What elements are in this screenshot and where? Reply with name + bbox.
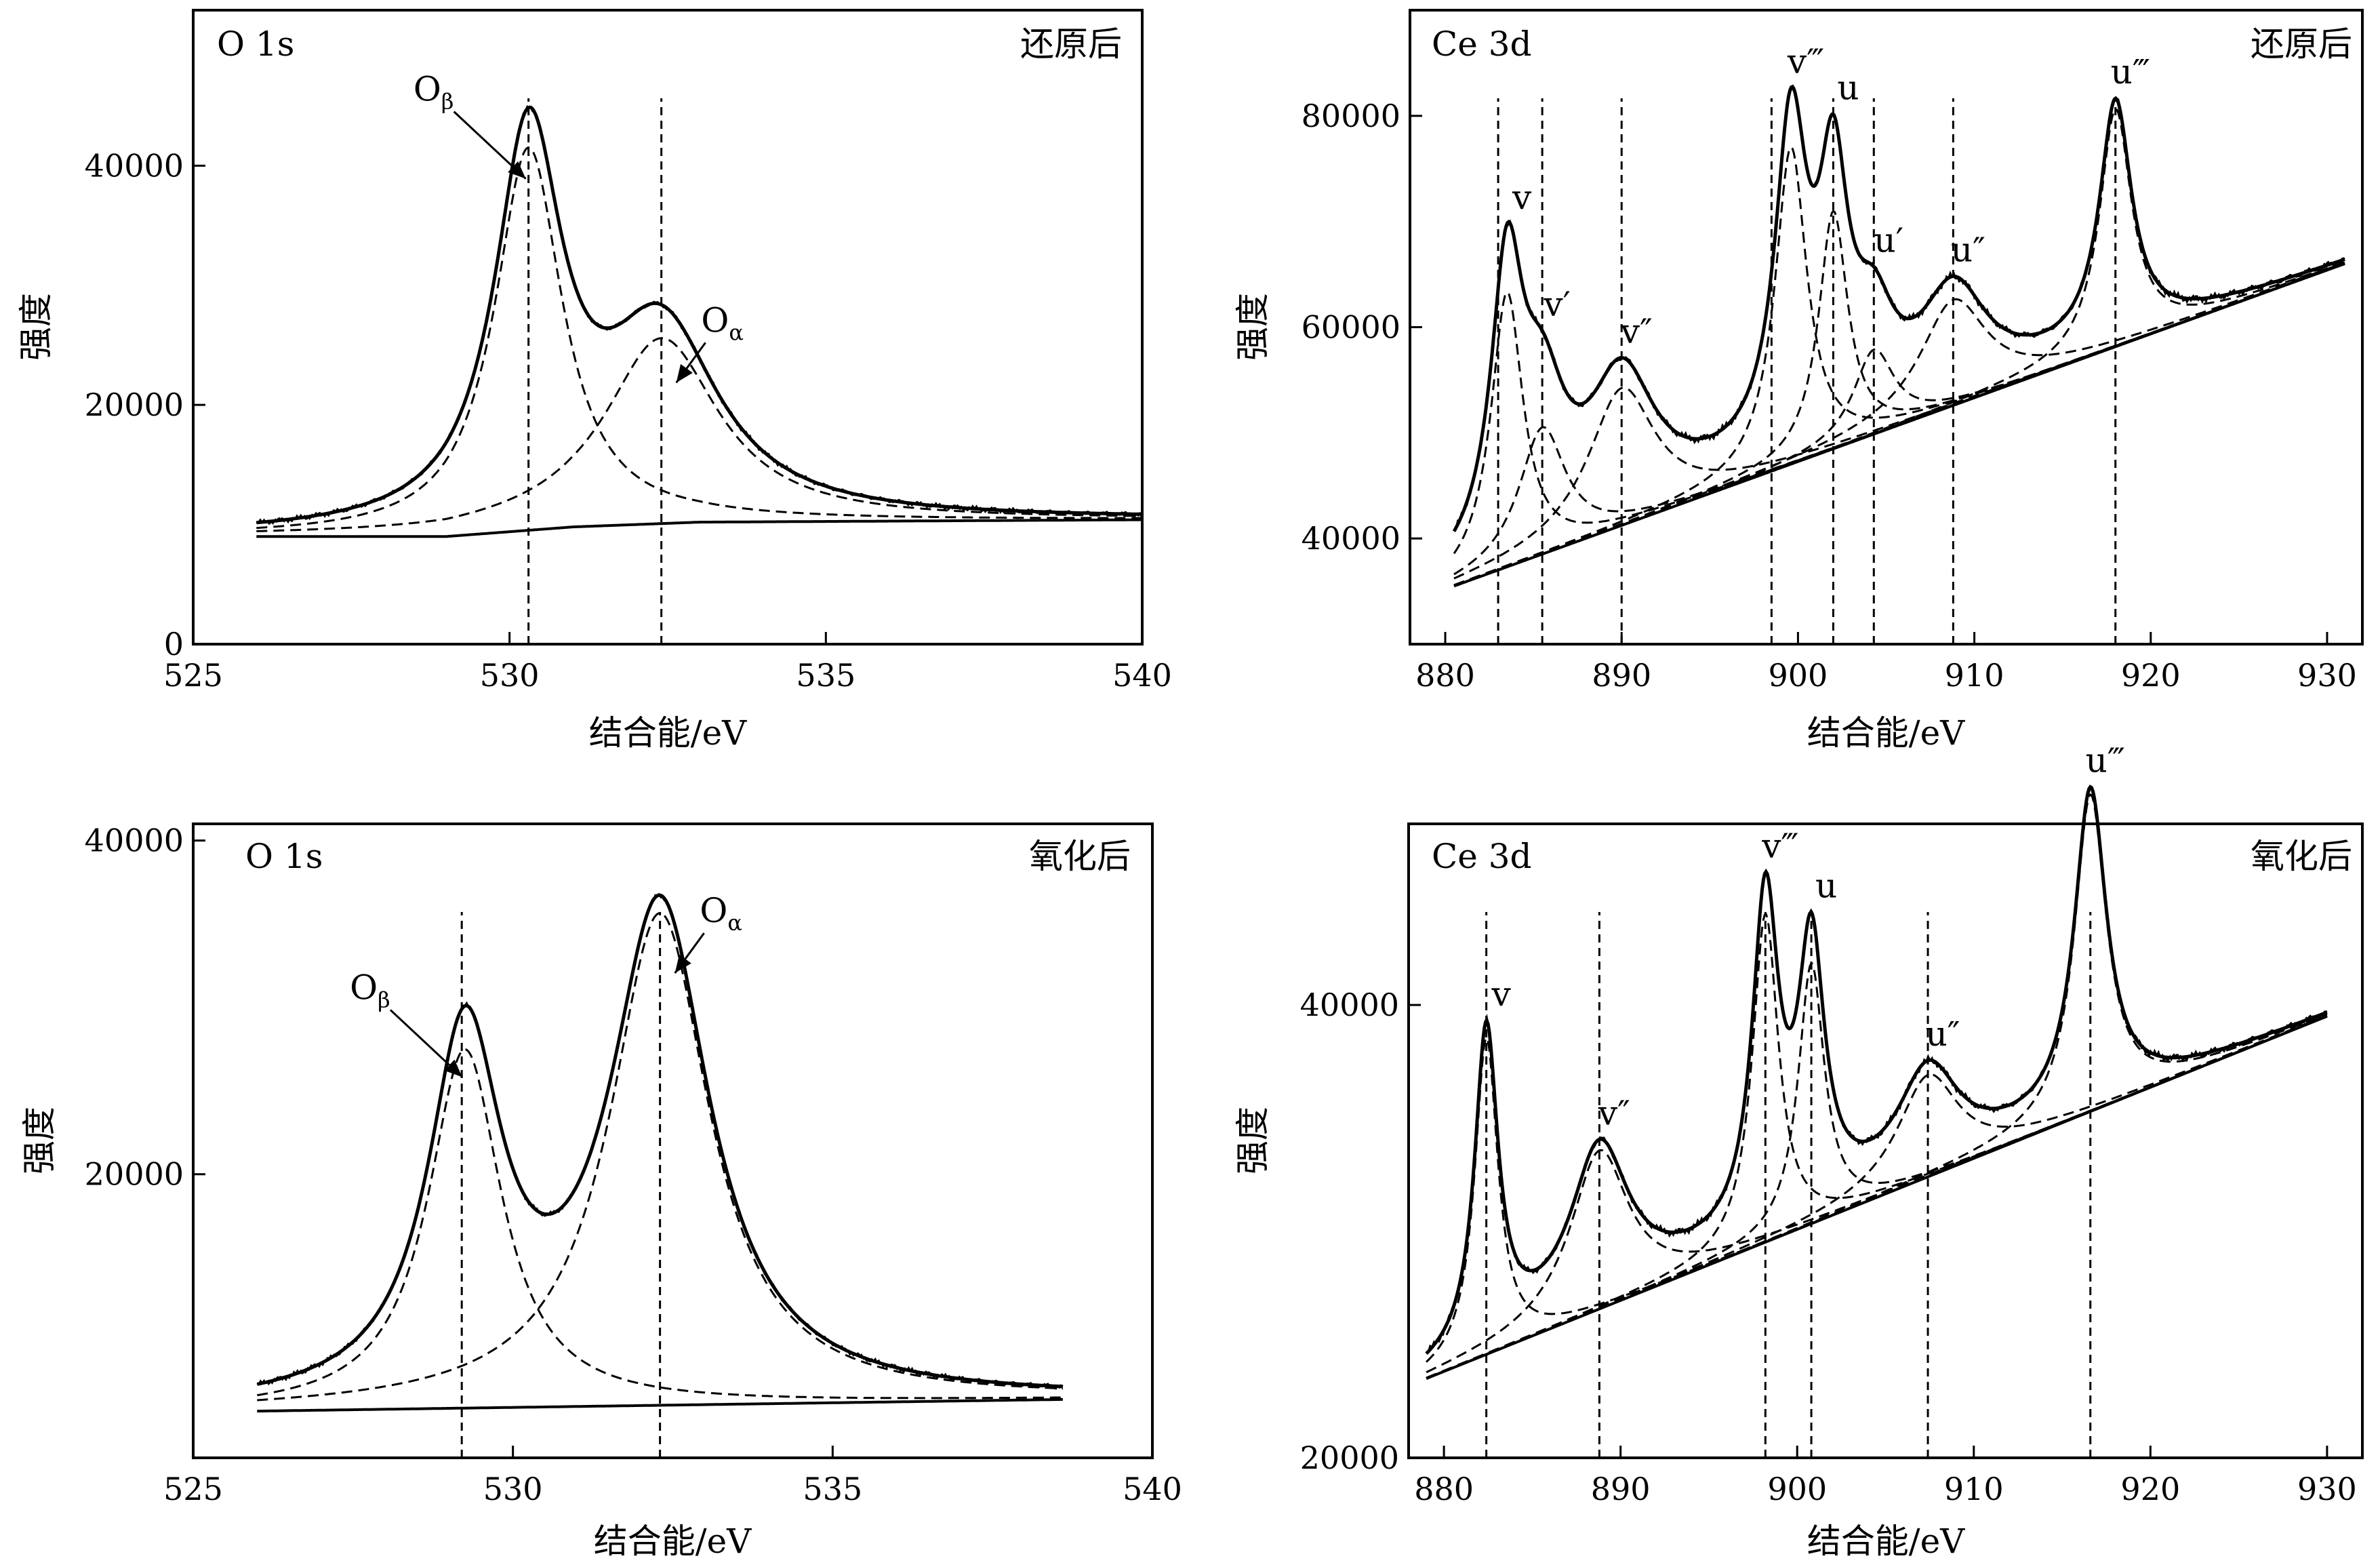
peak-label: u bbox=[1815, 867, 1837, 906]
y-tick-label: 40000 bbox=[85, 147, 184, 184]
component-peak bbox=[1453, 107, 2345, 587]
plot-frame bbox=[1409, 9, 2364, 646]
x-tick-label: 910 bbox=[1945, 657, 2004, 694]
peak-label: v″ bbox=[1598, 1093, 1630, 1132]
spectrum-title: O 1s bbox=[217, 24, 294, 64]
x-tick-label: 930 bbox=[2297, 1471, 2357, 1507]
peak-label: u′ bbox=[1874, 220, 1904, 260]
plot-frame bbox=[192, 822, 1154, 1459]
measured-spectrum-line bbox=[256, 892, 1064, 1390]
spectrum-title: O 1s bbox=[245, 837, 323, 876]
arrow-head bbox=[444, 1059, 462, 1077]
component-peak bbox=[1426, 1014, 2328, 1374]
x-tick-label: 890 bbox=[1592, 657, 1651, 694]
condition-label: 还原后 bbox=[1020, 24, 1122, 64]
measured-spectrum-line bbox=[1453, 85, 2345, 531]
peak-label: u‴ bbox=[2086, 740, 2125, 780]
x-tick-label: 535 bbox=[803, 1471, 862, 1507]
peak-label: v″ bbox=[1620, 312, 1653, 351]
x-tick-label: 535 bbox=[796, 657, 855, 694]
baseline-line bbox=[257, 1397, 1063, 1413]
x-tick-label: 540 bbox=[1123, 1471, 1182, 1507]
y-tick-label: 0 bbox=[164, 626, 184, 662]
y-tick-label: 20000 bbox=[85, 386, 184, 423]
y-axis-title: 强度 bbox=[16, 293, 56, 361]
peak-label: Oα bbox=[701, 300, 744, 345]
peak-label: u″ bbox=[1926, 1014, 1960, 1054]
y-tick-label: 80000 bbox=[1302, 98, 1400, 134]
component-peak bbox=[1453, 262, 2345, 576]
x-axis-title: 结合能/eV bbox=[594, 1522, 752, 1561]
plot-frame bbox=[1407, 822, 2364, 1459]
component-peak bbox=[256, 337, 1142, 532]
arrow-head bbox=[676, 363, 693, 383]
component-peak bbox=[1453, 262, 2345, 580]
y-axis-title: 强度 bbox=[1233, 1107, 1272, 1174]
peak-label: v‴ bbox=[1787, 41, 1824, 81]
component-peak bbox=[257, 912, 1063, 1402]
x-axis-title: 结合能/eV bbox=[1807, 713, 1965, 753]
x-tick-label: 525 bbox=[163, 657, 223, 694]
x-tick-label: 890 bbox=[1591, 1471, 1651, 1507]
plot-area-ce3d-oxidized bbox=[1409, 785, 2328, 1459]
plot-frame bbox=[192, 9, 1144, 646]
condition-label: 还原后 bbox=[2251, 24, 2352, 64]
x-tick-label: 930 bbox=[2297, 657, 2357, 694]
y-axis-title: 强度 bbox=[20, 1107, 59, 1174]
peak-label: u bbox=[1837, 68, 1859, 107]
peak-label: Oβ bbox=[350, 968, 390, 1012]
peak-label: v bbox=[1491, 974, 1512, 1014]
peak-label: v′ bbox=[1543, 284, 1571, 323]
spectrum-title: Ce 3d bbox=[1432, 24, 1532, 64]
condition-label: 氧化后 bbox=[1029, 837, 1131, 876]
x-axis-title: 结合能/eV bbox=[1807, 1522, 1965, 1561]
x-tick-label: 920 bbox=[2121, 657, 2181, 694]
condition-label: 氧化后 bbox=[2251, 837, 2352, 876]
peak-label: v‴ bbox=[1761, 826, 1798, 865]
panel-ce3d-reduced: Ce 3d 还原后 结合能/eV 强度 880 890 900 910 920 930 40… bbox=[1233, 9, 2364, 753]
measured-spectrum-line bbox=[1426, 787, 2328, 1353]
y-tick-label: 40000 bbox=[85, 822, 184, 859]
component-peak bbox=[256, 146, 1142, 530]
y-tick-label: 60000 bbox=[1302, 309, 1400, 346]
panel-ce3d-oxidized: Ce 3d 氧化后 结合能/eV 强度 880 890 900 910 920 930 20… bbox=[1233, 740, 2364, 1561]
plot-area-o1s-reduced bbox=[192, 98, 1144, 646]
component-peak bbox=[1426, 793, 2328, 1380]
x-tick-label: 880 bbox=[1414, 1471, 1474, 1507]
y-tick-label: 40000 bbox=[1300, 987, 1399, 1023]
plot-area-o1s-oxidized bbox=[192, 839, 1154, 1458]
spectrum-title: Ce 3d bbox=[1432, 837, 1532, 876]
x-tick-label: 880 bbox=[1415, 657, 1475, 694]
y-tick-label: 40000 bbox=[1302, 520, 1400, 557]
x-tick-label: 540 bbox=[1112, 657, 1172, 694]
arrow-head bbox=[674, 954, 691, 974]
y-axis-title: 强度 bbox=[1233, 293, 1272, 361]
x-axis-title: 结合能/eV bbox=[589, 713, 747, 753]
y-tick-label: 20000 bbox=[85, 1156, 184, 1193]
panel-o1s-reduced: O 1s 还原后 结合能/eV 强度 525 530 535 540 0 20000 400… bbox=[16, 9, 1172, 753]
peak-label: Oα bbox=[700, 891, 742, 936]
x-tick-label: 920 bbox=[2120, 1471, 2180, 1507]
peak-label: v bbox=[1512, 178, 1532, 217]
measured-spectrum-line bbox=[256, 104, 1143, 525]
arrow-head bbox=[508, 161, 526, 179]
x-tick-label: 910 bbox=[1944, 1471, 2004, 1507]
component-peak bbox=[1426, 912, 2328, 1379]
x-tick-label: 530 bbox=[483, 1471, 543, 1507]
x-tick-label: 900 bbox=[1769, 657, 1828, 694]
x-tick-label: 900 bbox=[1767, 1471, 1827, 1507]
x-tick-label: 530 bbox=[480, 657, 540, 694]
y-tick-label: 20000 bbox=[1300, 1440, 1399, 1476]
peak-label: Oβ bbox=[414, 70, 454, 115]
component-peak bbox=[1453, 145, 2345, 587]
peak-label: u″ bbox=[1951, 231, 1985, 270]
peak-label: u‴ bbox=[2111, 52, 2150, 92]
plot-area-ce3d-reduced bbox=[1410, 84, 2345, 644]
x-tick-label: 525 bbox=[163, 1471, 223, 1507]
panel-o1s-oxidized: O 1s 氧化后 结合能/eV 强度 525 530 535 540 20000 4000… bbox=[20, 822, 1182, 1561]
baseline-line bbox=[256, 518, 1142, 538]
